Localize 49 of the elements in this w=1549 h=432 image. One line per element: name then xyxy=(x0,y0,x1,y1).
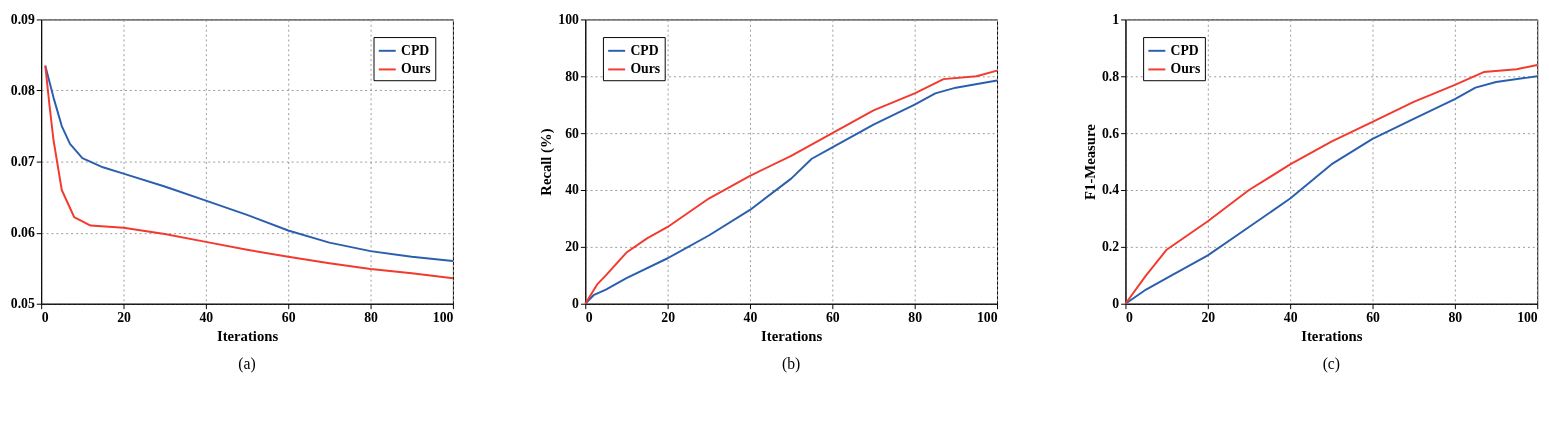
y-tick-label: 40 xyxy=(565,182,580,198)
legend-label: Ours xyxy=(630,61,661,77)
legend-label: Ours xyxy=(1170,61,1201,77)
y-tick-label: 100 xyxy=(558,11,580,27)
x-tick-label: 20 xyxy=(117,309,132,325)
legend-label: CPD xyxy=(400,42,430,58)
x-tick-label: 80 xyxy=(908,309,923,325)
x-tick-label: 60 xyxy=(825,309,840,325)
y-tick-label: 0.4 xyxy=(1101,182,1120,198)
x-axis-title: Iterations xyxy=(761,327,823,344)
y-tick-label: 0.08 xyxy=(10,82,35,98)
x-tick-label: 0 xyxy=(41,309,49,325)
legend-label: CPD xyxy=(630,42,659,58)
x-tick-label: 100 xyxy=(1517,309,1538,325)
y-tick-label: 0.6 xyxy=(1101,125,1120,141)
y-tick-label: 0 xyxy=(1112,296,1120,312)
text: (c) xyxy=(1322,355,1341,374)
x-tick-label: 80 xyxy=(364,309,379,325)
x-axis-title: Iterations xyxy=(216,327,279,344)
x-tick-label: 100 xyxy=(432,309,454,325)
x-tick-label: 40 xyxy=(1283,309,1298,325)
y-axis-title: Recall (%) xyxy=(538,128,556,196)
y-tick-label: 60 xyxy=(565,125,580,141)
y-tick-label: 0.05 xyxy=(10,296,35,312)
x-tick-label: 40 xyxy=(199,309,214,325)
x-tick-label: 100 xyxy=(976,309,998,325)
y-tick-label: 0.06 xyxy=(10,225,35,241)
x-tick-label: 20 xyxy=(1201,309,1216,325)
y-tick-label: 20 xyxy=(565,239,580,255)
x-axis-title: Iterations xyxy=(1301,327,1363,344)
y-tick-label: 0.09 xyxy=(10,11,35,27)
y-tick-label: 0.07 xyxy=(10,154,35,169)
legend-label: Ours xyxy=(400,61,431,77)
y-tick-label: 80 xyxy=(565,68,580,84)
x-tick-label: 0 xyxy=(1125,309,1133,325)
text: (b) xyxy=(782,355,801,374)
x-tick-label: 40 xyxy=(743,309,758,325)
x-tick-label: 60 xyxy=(1366,309,1381,325)
text: (a) xyxy=(238,355,256,374)
x-tick-label: 0 xyxy=(585,309,593,325)
x-tick-label: 20 xyxy=(661,309,676,325)
y-tick-label: 0.2 xyxy=(1101,239,1120,255)
y-tick-label: 1 xyxy=(1112,11,1120,27)
y-tick-label: 0 xyxy=(572,296,580,312)
legend-label: CPD xyxy=(1170,42,1199,58)
y-axis-title: F1-Measure xyxy=(1082,123,1099,200)
y-tick-label: 0.8 xyxy=(1101,68,1120,84)
x-tick-label: 60 xyxy=(281,309,296,325)
x-tick-label: 80 xyxy=(1448,309,1463,325)
